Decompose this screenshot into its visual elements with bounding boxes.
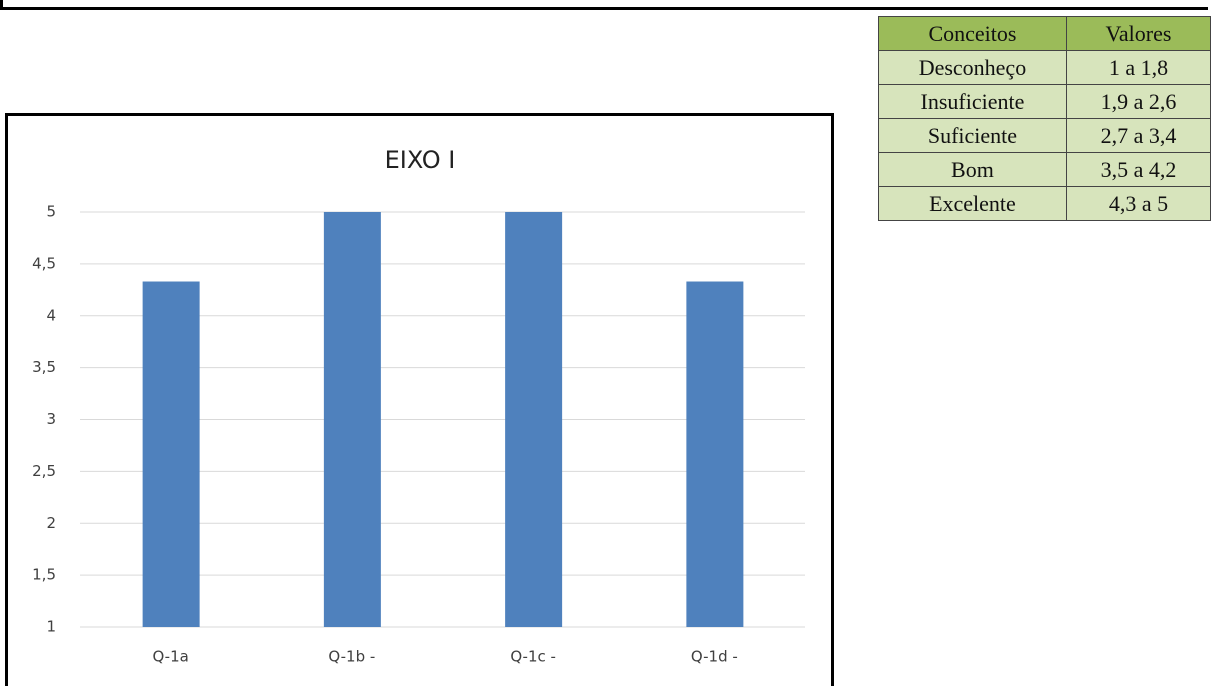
bar: [505, 212, 563, 627]
cell: Desconheço: [878, 50, 1067, 85]
x-tick-label: Q-1c -: [510, 648, 556, 666]
bar: [142, 281, 200, 627]
header-cell: Valores: [1065, 16, 1211, 51]
frame: [0, 0, 1208, 10]
y-tick-label: 3: [46, 410, 56, 428]
cell: 2,7 a 3,4: [1065, 118, 1211, 153]
y-tick-label: 1,5: [32, 566, 56, 584]
y-tick-label: 1: [46, 618, 56, 636]
chart-title: EIXO I: [385, 146, 456, 174]
row: Bom 3,5 a 4,2: [878, 152, 1211, 187]
x-tick-label: Q-1d -: [691, 648, 738, 666]
cell: 1,9 a 2,6: [1065, 84, 1211, 119]
row: Insuficiente 1,9 a 2,6: [878, 84, 1211, 119]
y-tick-label: 3,5: [32, 358, 56, 376]
bar: [686, 281, 744, 627]
cell: 3,5 a 4,2: [1065, 152, 1211, 187]
cell: Excelente: [878, 186, 1067, 221]
x-tick-label: Q-1a: [152, 648, 188, 666]
row: Suficiente 2,7 a 3,4: [878, 118, 1211, 153]
y-tick-label: 2,5: [32, 462, 56, 480]
header-cell: Conceitos: [878, 16, 1067, 51]
cell: Insuficiente: [878, 84, 1067, 119]
y-tick-label: 5: [46, 203, 56, 221]
header-row: Conceitos Valores: [878, 16, 1211, 51]
chart: EIXO I 1 1,5 2 2,5 3 3,5 4 4,5 5 Q-1a Q-1b - Q-1c -…: [5, 113, 834, 686]
bar: [323, 212, 381, 627]
cell: Suficiente: [878, 118, 1067, 153]
y-tick-label: 4,5: [32, 254, 56, 272]
row: Excelente 4,3 a 5: [878, 186, 1211, 221]
cell: 1 a 1,8: [1065, 50, 1211, 85]
y-tick-label: 2: [46, 514, 56, 532]
row: Desconheço 1 a 1,8: [878, 50, 1211, 85]
cell: 4,3 a 5: [1065, 186, 1211, 221]
y-tick-label: 4: [46, 306, 56, 324]
cell: Bom: [878, 152, 1067, 187]
legend-table: Conceitos Valores Desconheço 1 a 1,8 Insu…: [878, 16, 1211, 221]
x-tick-label: Q-1b -: [328, 648, 375, 666]
